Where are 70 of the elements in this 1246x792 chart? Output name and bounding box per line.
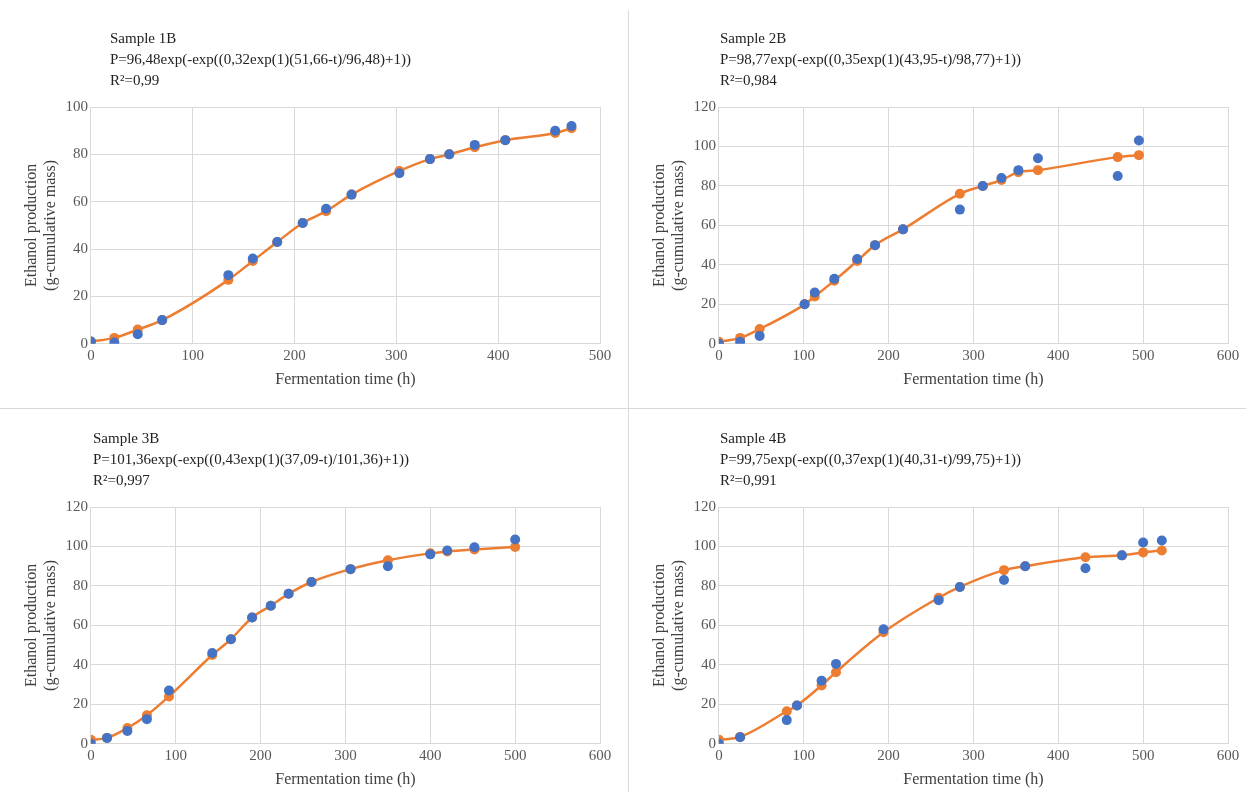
text: R²=0,991 (720, 471, 778, 490)
y-tick-label: 120 (693, 97, 716, 114)
y-tick-label: 0 (80, 734, 88, 751)
chart-title: Sample 3B (93, 429, 161, 448)
text: R²=0,99 (110, 71, 161, 90)
y-tick-label: 20 (700, 295, 716, 312)
y-tick-label: 60 (72, 616, 88, 633)
y-axis-title: Ethanol production (g-cumulative mass) (21, 559, 59, 691)
y-tick-label: 100 (693, 137, 716, 154)
x-tick-label: 500 (1131, 746, 1155, 763)
x-tick-label: 400 (419, 746, 442, 763)
y-tick-label: 20 (700, 695, 716, 712)
y-tick-label: 80 (700, 176, 716, 193)
text: R²=0,997 (93, 471, 151, 490)
x-tick-label: 500 (1131, 346, 1155, 363)
x-tick-label: 400 (1047, 346, 1070, 363)
chart-title: Sample 4B (720, 429, 788, 448)
y-tick-label: 100 (65, 97, 88, 114)
y-tick-label: 0 (80, 334, 88, 351)
x-tick-label: 500 (588, 346, 612, 363)
x-tick-label: 600 (1216, 346, 1240, 363)
x-tick-label: 300 (962, 746, 985, 763)
x-tick-label: 100 (792, 746, 815, 763)
y-tick-label: 40 (72, 655, 88, 672)
x-tick-label: 100 (164, 746, 187, 763)
chart-title: Sample 1B (110, 29, 178, 48)
chart-title: Sample 2B (720, 29, 788, 48)
y-tick-label: 20 (72, 695, 88, 712)
y-tick-label: 0 (708, 734, 716, 751)
y-axis-title: Ethanol production (g-cumulative mass) (649, 159, 687, 291)
y-tick-label: 60 (72, 192, 88, 209)
y-tick-label: 60 (700, 216, 716, 233)
text: P=101,36exp(-exp((0,43exp(1)(37,09-t)/101,36)+1)) (93, 450, 410, 469)
x-axis-title: Fermentation time (h) (275, 369, 416, 388)
x-tick-label: 200 (249, 746, 272, 763)
x-tick-label: 600 (1216, 746, 1240, 763)
y-tick-label: 120 (693, 497, 716, 514)
text: P=98,77exp(-exp((0,35exp(1)(43,95-t)/98,77)+1)) (720, 50, 1022, 69)
x-axis-title: Fermentation time (h) (275, 769, 416, 788)
text: P=99,75exp(-exp((0,37exp(1)(40,31-t)/99,75)+1)) (720, 450, 1022, 469)
y-tick-label: 20 (72, 287, 88, 304)
x-tick-label: 500 (503, 746, 527, 763)
x-tick-label: 300 (385, 346, 408, 363)
y-tick-label: 120 (65, 497, 88, 514)
x-tick-label: 200 (283, 346, 306, 363)
y-tick-label: 40 (700, 255, 716, 272)
x-axis-title: Fermentation time (h) (903, 369, 1044, 388)
x-tick-label: 200 (877, 746, 900, 763)
y-axis-title: Ethanol production (g-cumulative mass) (21, 159, 59, 291)
y-tick-label: 80 (72, 145, 88, 162)
y-axis-title: Ethanol production (g-cumulative mass) (649, 559, 687, 691)
x-tick-label: 100 (181, 346, 204, 363)
y-tick-label: 80 (700, 576, 716, 593)
text: R²=0,984 (720, 71, 778, 90)
y-tick-label: 40 (72, 240, 88, 257)
x-tick-label: 300 (334, 746, 357, 763)
x-tick-label: 300 (962, 346, 985, 363)
y-tick-label: 100 (65, 537, 88, 554)
x-tick-label: 600 (588, 746, 612, 763)
x-axis-title: Fermentation time (h) (903, 769, 1044, 788)
y-tick-label: 100 (693, 537, 716, 554)
y-tick-label: 60 (700, 616, 716, 633)
y-tick-label: 40 (700, 655, 716, 672)
y-tick-label: 80 (72, 576, 88, 593)
y-tick-label: 0 (708, 334, 716, 351)
text: P=96,48exp(-exp((0,32exp(1)(51,66-t)/96,48)+1)) (110, 50, 412, 69)
x-tick-label: 200 (877, 346, 900, 363)
x-tick-label: 100 (792, 346, 815, 363)
x-tick-label: 400 (1047, 746, 1070, 763)
x-tick-label: 400 (486, 346, 510, 363)
